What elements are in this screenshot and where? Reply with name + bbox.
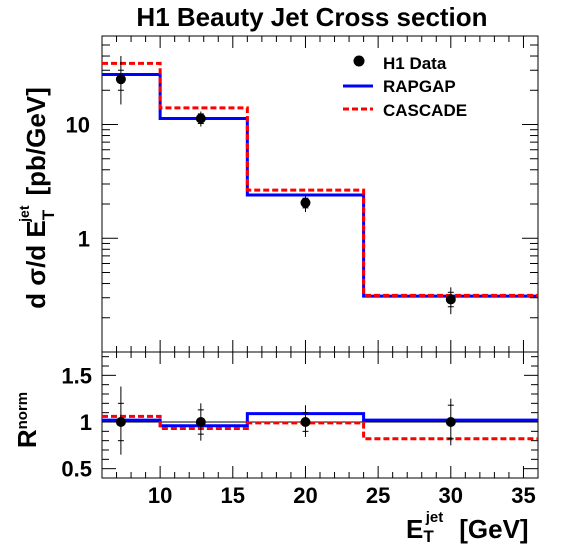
ratio-y-axis-label-sup: norm [14, 392, 31, 430]
x-axis-label-main: E [406, 514, 423, 544]
top-y-tick-label: 10 [66, 113, 90, 138]
top-y-tick-label: 1 [78, 226, 90, 251]
data-point [115, 417, 126, 427]
legend-label-h1-data: H1 Data [383, 54, 447, 73]
bottom-y-tick-label: 0.5 [61, 457, 92, 482]
data-point [445, 294, 456, 305]
data-point [115, 74, 126, 85]
histogram-rapgap [102, 412, 538, 428]
top-panel: 10 1 H1 Data RAPGAP CASCADE d σ/d ETjet [p… [16, 35, 539, 353]
x-tick-label: 20 [293, 483, 317, 508]
x-tick-label: 10 [148, 483, 172, 508]
legend-label-cascade: CASCADE [383, 101, 467, 120]
x-tick-label: 15 [221, 483, 245, 508]
data-point [300, 197, 311, 208]
data-point [195, 113, 206, 124]
bottom-panel-data-points [115, 386, 456, 455]
top-y-axis-label: d σ/d ETjet [pb/GeV] [16, 87, 58, 309]
legend-label-rapgap: RAPGAP [383, 77, 456, 96]
bottom-y-tick-label: 1 [80, 410, 92, 435]
bottom-panel: 0.5 1 1.5 Rnorm [12, 351, 539, 482]
bottom-y-tick-labels: 0.5 1 1.5 [61, 363, 92, 481]
histogram-cascade [102, 414, 538, 441]
top-y-axis-label-main: d σ/d E [21, 220, 51, 309]
bottom-panel-ticks [101, 352, 539, 479]
x-tick-labels: 10 15 20 25 30 35 [148, 483, 536, 508]
top-y-axis-label-unit: [pb/GeV] [21, 87, 51, 195]
x-tick-label: 25 [366, 483, 390, 508]
x-axis-label: ETjet [GeV] [406, 509, 529, 544]
x-tick-label: 35 [511, 483, 535, 508]
chart-title: H1 Beauty Jet Cross section [136, 2, 487, 32]
data-point [300, 417, 311, 427]
histogram-cascade [102, 61, 538, 297]
data-point [445, 417, 456, 427]
top-y-axis-label-sub: T [39, 209, 58, 220]
ratio-y-axis-label-main: R [12, 429, 42, 448]
top-y-axis-label-sup: jet [16, 205, 32, 223]
legend: H1 Data RAPGAP CASCADE [343, 54, 467, 120]
data-point [195, 417, 206, 427]
top-y-tick-labels: 10 1 [66, 113, 90, 252]
top-panel-histograms [102, 61, 538, 298]
x-axis-label-sub: T [423, 527, 434, 544]
x-tick-label: 30 [439, 483, 463, 508]
x-axis-label-unit: [GeV] [459, 514, 528, 544]
bottom-y-tick-label: 1.5 [61, 363, 92, 388]
top-panel-data-points [115, 56, 456, 315]
bottom-panel-histograms [102, 412, 538, 441]
ratio-y-axis-label: Rnorm [12, 392, 42, 448]
legend-marker-h1-data [353, 55, 365, 67]
x-axis-label-sup: jet [425, 509, 444, 526]
top-panel-ticks [101, 35, 539, 353]
